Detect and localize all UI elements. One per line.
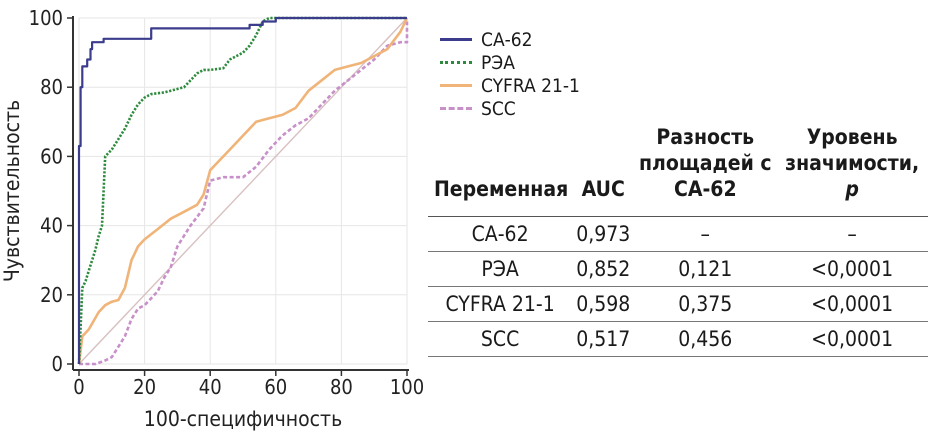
table-cell-auc: 0,852	[572, 251, 635, 287]
x-tick-label: 0	[73, 375, 84, 399]
table-cell-diff: –	[634, 216, 777, 252]
table-row: CYFRA 21-1 0,598 0,375 <0,0001	[428, 286, 928, 322]
x-tick-label: 20	[133, 375, 156, 399]
legend-item: SCC	[440, 97, 580, 120]
table-cell-auc: 0,517	[572, 321, 635, 357]
y-tick-label: 60	[40, 144, 63, 168]
table-row: SCC 0,517 0,456 <0,0001	[428, 321, 928, 357]
table-cell-p: –	[776, 216, 928, 252]
table-cell-name: СА-62	[428, 216, 573, 252]
x-tick-label: 60	[264, 375, 287, 399]
table-cell-diff: 0,121	[634, 251, 777, 287]
table-cell-auc: 0,598	[572, 286, 635, 322]
roc-chart: 0 20 40 60 80 100 0 20 40 60 80 100 100-специфичнос…	[0, 6, 425, 431]
table-cell-diff: 0,456	[634, 321, 777, 357]
header-auc: AUC	[572, 124, 635, 217]
header-significance-label: Уровень значимости,	[785, 125, 920, 175]
legend-item: CYFRA 21-1	[440, 74, 580, 97]
table-cell-p: <0,0001	[776, 321, 928, 357]
y-axis-label: Чувствительность	[0, 100, 24, 282]
header-p-symbol: p	[845, 177, 859, 201]
legend-label: РЭА	[481, 51, 515, 74]
y-tick-label: 40	[40, 214, 63, 238]
table-header-row: Переменная AUC Разность площадей с СА-62…	[428, 124, 928, 217]
series-line-1	[77, 16, 407, 365]
table-cell-auc: 0,973	[572, 216, 635, 252]
table-cell-diff: 0,375	[634, 286, 777, 322]
legend-label: SCC	[481, 97, 516, 120]
legend-swatch	[440, 38, 472, 41]
table-cell-p: <0,0001	[776, 286, 928, 322]
legend-swatch	[440, 84, 472, 87]
chart-axes	[67, 16, 409, 376]
reference-diagonal	[78, 17, 408, 365]
series-line-0	[77, 16, 407, 364]
table-cell-name: CYFRA 21-1	[428, 286, 573, 322]
legend-label: CYFRA 21-1	[481, 74, 580, 97]
table-cell-name: РЭА	[428, 251, 573, 287]
y-tick-label: 80	[40, 75, 63, 99]
table-cell-name: SCC	[428, 321, 573, 357]
tick-labels: 0 20 40 60 80 100 0 20 40 60 80 100	[29, 6, 425, 399]
series-line-2	[77, 17, 409, 365]
chart-grid	[78, 17, 408, 365]
header-area-difference: Разность площадей с СА-62	[634, 124, 777, 217]
series-group	[77, 16, 409, 366]
legend-item: РЭА	[440, 51, 580, 74]
x-axis-label: 100-специфичность	[144, 407, 342, 431]
table-row: СА-62 0,973– –	[428, 216, 928, 252]
legend-item: СА-62	[440, 28, 580, 51]
header-variable: Переменная	[428, 124, 573, 217]
y-tick-label: 20	[40, 283, 63, 307]
legend-swatch	[440, 107, 472, 110]
table-cell-p: <0,0001	[776, 251, 928, 287]
y-tick-label: 0	[52, 352, 63, 376]
y-tick-label: 100	[29, 6, 63, 30]
table-row: РЭА 0,852 0,121 <0,0001	[428, 251, 928, 287]
legend-swatch	[440, 61, 472, 64]
legend-label: СА-62	[481, 28, 533, 51]
x-tick-label: 40	[199, 375, 222, 399]
table-body: СА-62 0,973– – РЭА 0,852 0,121 <0,0001 CYFRA 21…	[428, 216, 928, 357]
auc-table: Переменная AUC Разность площадей с СА-62…	[428, 124, 928, 357]
chart-legend: СА-62 РЭА CYFRA 21-1 SCC	[440, 28, 580, 120]
x-tick-label: 80	[330, 375, 353, 399]
x-tick-label: 100	[390, 375, 424, 399]
header-significance: Уровень значимости, p	[776, 124, 928, 217]
